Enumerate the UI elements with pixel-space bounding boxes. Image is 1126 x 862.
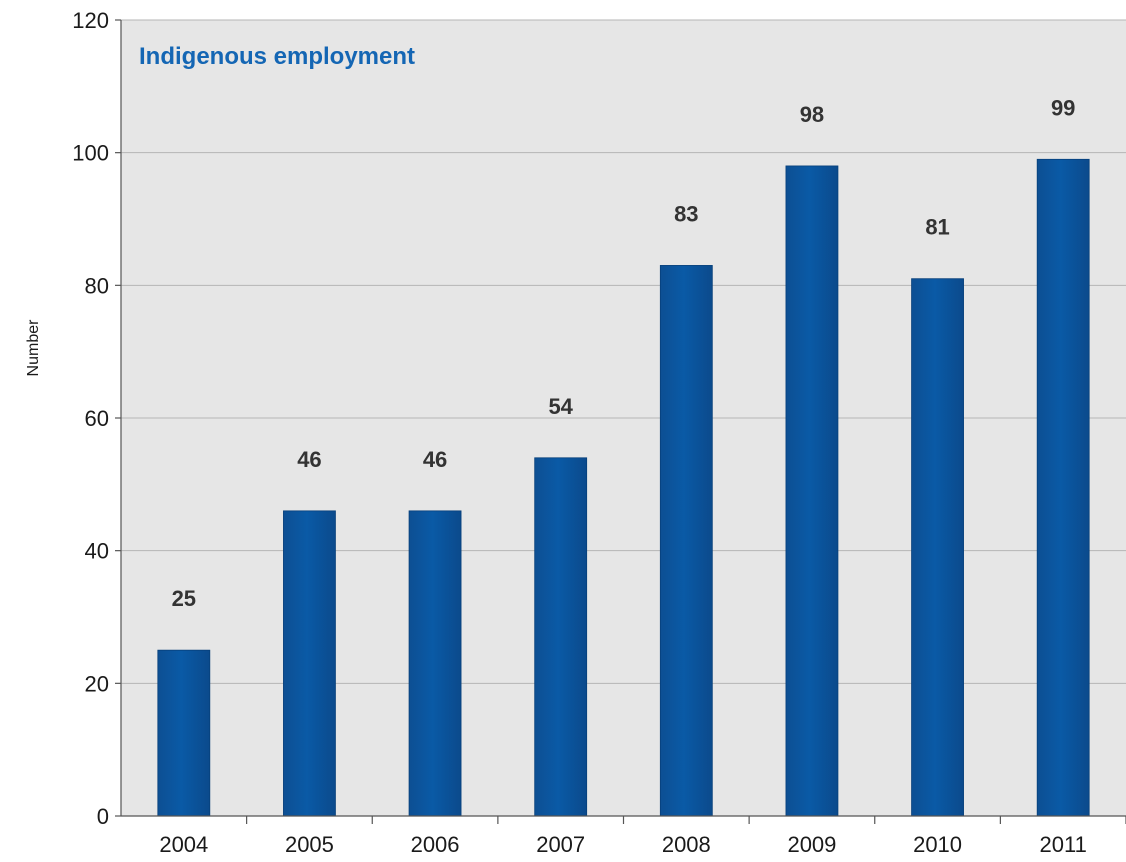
bar-2007: [534, 457, 588, 817]
bar-2005: [283, 510, 336, 817]
bar-2006: [408, 510, 462, 817]
x-tick-label-2010: 2010: [913, 832, 962, 857]
bar-2009: [785, 165, 839, 817]
y-tick-label-120: 120: [72, 8, 109, 33]
chart-title: Indigenous employment: [139, 43, 415, 70]
x-tick-label-2011: 2011: [1040, 832, 1087, 857]
bar-2011: [1036, 158, 1090, 817]
x-tick-label-2009: 2009: [787, 832, 836, 857]
y-tick-label-80: 80: [85, 273, 109, 298]
data-label-2007: 54: [548, 394, 573, 419]
y-tick-label-60: 60: [85, 406, 109, 431]
data-label-2004: 25: [172, 586, 196, 611]
data-labels: 25 46 46 54 83 98 81 99: [172, 95, 1076, 611]
y-tick-label-100: 100: [72, 141, 109, 166]
y-tick-label-40: 40: [85, 539, 109, 564]
ticks: 0 20 40 60 80 100 120 2004 2005 2006 2007 2008 2009 2…: [72, 8, 1126, 857]
bars: [157, 158, 1090, 817]
x-tick-label-2005: 2005: [285, 832, 334, 857]
y-tick-label-0: 0: [97, 804, 109, 829]
x-tick-label-2007: 2007: [536, 832, 585, 857]
data-label-2006: 46: [423, 447, 447, 472]
data-label-2011: 99: [1051, 95, 1075, 120]
data-label-2009: 98: [800, 102, 824, 127]
y-axis-label: Number: [25, 319, 42, 377]
data-label-2010: 81: [925, 215, 949, 240]
data-label-2005: 46: [297, 447, 321, 472]
x-tick-label-2006: 2006: [411, 832, 460, 857]
x-tick-label-2004: 2004: [159, 832, 208, 857]
bar-2004: [157, 649, 211, 817]
x-tick-label-2008: 2008: [662, 832, 711, 857]
y-tick-label-20: 20: [85, 671, 109, 696]
data-label-2008: 83: [674, 201, 698, 226]
bar-2008: [659, 265, 713, 817]
bar-2010: [911, 278, 964, 817]
